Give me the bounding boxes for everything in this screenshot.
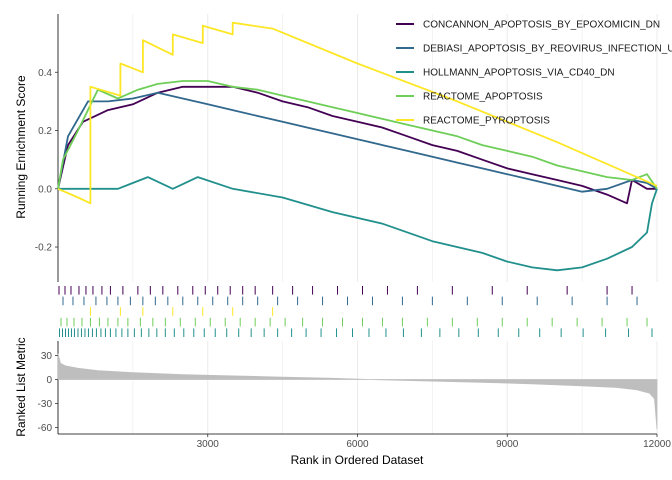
x-axis-title: Rank in Ordered Dataset [291, 453, 424, 467]
x-tick-label: 12000 [643, 439, 671, 450]
ranked-list-metric-panel: 30 0 -30 -60 3000 6000 9000 12000 [38, 341, 671, 450]
enrichment-line-reactome-pyroptosis [57, 21, 658, 205]
legend-label: HOLLMANN_APOPTOSIS_VIA_CD40_DN [423, 68, 615, 79]
y-tick-label-top: 0.4 [38, 68, 52, 79]
y-tick-label-bottom: 30 [41, 351, 53, 362]
y-tick-label-bottom: -60 [38, 423, 53, 434]
legend-label: DEBIASI_APOPTOSIS_BY_REOVIRUS_INFECTION_… [423, 44, 672, 55]
legend-label: REACTOME_APOPTOSIS [423, 92, 543, 103]
y-tick-label-top: 0.0 [38, 184, 52, 195]
legend-label: REACTOME_PYROPTOSIS [423, 116, 550, 127]
y-axis-title-top: Running Enrichment Score [14, 75, 28, 219]
enrichment-line-debiasi-apoptosis-by-reovirus-infection-up [57, 91, 658, 193]
y-tick-label-bottom: 0 [46, 375, 52, 386]
x-tick-label: 6000 [346, 439, 369, 450]
legend: CONCANNON_APOPTOSIS_BY_EPOXOMICIN_DN DEBI… [396, 20, 672, 127]
y-tick-label-top: -0.2 [35, 243, 53, 254]
ranked-metric-area [57, 353, 658, 430]
x-tick-label: 9000 [496, 439, 519, 450]
x-tick-label: 3000 [197, 439, 220, 450]
y-tick-label-top: 0.2 [38, 126, 52, 137]
running-enrichment-panel: -0.2 0.0 0.2 0.4 [35, 14, 658, 282]
y-tick-label-bottom: -30 [38, 399, 53, 410]
enrichment-line-hollmann-apoptosis-via-cd40-dn [58, 176, 658, 272]
gene-hit-rug-panel [58, 286, 653, 337]
legend-label: CONCANNON_APOPTOSIS_BY_EPOXOMICIN_DN [423, 20, 660, 31]
y-axis-title-bottom: Ranked List Metric [14, 337, 28, 436]
enrichment-line-reactome-apoptosis [57, 80, 658, 190]
